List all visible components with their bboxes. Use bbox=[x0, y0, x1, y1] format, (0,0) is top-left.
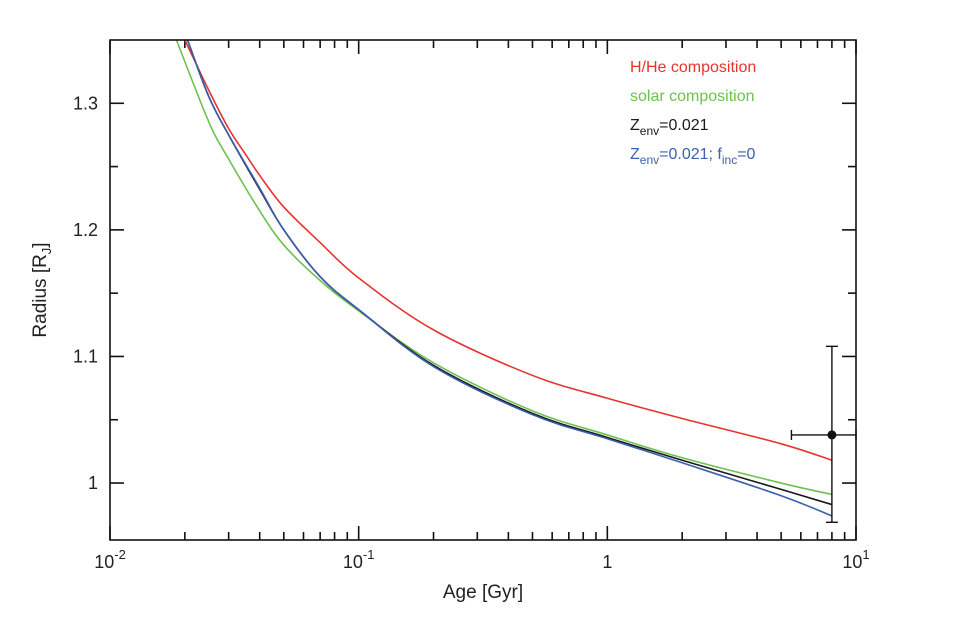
legend-text-part: =0.021; f bbox=[659, 146, 722, 163]
x-tick-label: 10-1 bbox=[343, 547, 375, 572]
y-axis-title-sub: J bbox=[39, 248, 54, 255]
y-axis-title: Radius [RJ] bbox=[30, 242, 54, 337]
y-tick-label: 1.2 bbox=[73, 220, 98, 240]
y-tick-label: 1.1 bbox=[73, 346, 98, 366]
y-tick-label: 1 bbox=[88, 473, 98, 493]
series-layer bbox=[175, 40, 833, 517]
series-line-3 bbox=[186, 40, 833, 517]
data-point-layer bbox=[790, 345, 857, 523]
plot-frame bbox=[109, 39, 857, 541]
x-tick-base: 10 bbox=[94, 552, 114, 572]
legend-text-part: Z bbox=[630, 117, 640, 134]
x-axis-title: Age [Gyr] bbox=[443, 582, 523, 603]
legend-subscript: inc bbox=[722, 153, 737, 167]
legend-entry-1: solar composition bbox=[630, 88, 755, 105]
x-tick-base: 1 bbox=[602, 552, 612, 572]
ticks-layer bbox=[109, 40, 857, 540]
x-tick-exponent: 1 bbox=[862, 547, 869, 562]
x-tick-exponent: -2 bbox=[114, 547, 126, 562]
series-line-2 bbox=[186, 40, 833, 506]
legend-subscript: env bbox=[640, 153, 659, 167]
series-line-0 bbox=[184, 40, 833, 462]
x-tick-base: 10 bbox=[343, 552, 363, 572]
y-axis-title-close: ] bbox=[30, 242, 51, 247]
data-point-marker bbox=[827, 430, 837, 440]
legend-text-part: =0.021 bbox=[659, 117, 708, 134]
legend-subscript: env bbox=[640, 124, 659, 138]
legend-text-part: =0 bbox=[737, 146, 755, 163]
y-axis-title-main: Radius [R bbox=[30, 254, 51, 337]
x-tick-base: 10 bbox=[842, 552, 862, 572]
x-tick-label: 1 bbox=[602, 552, 612, 572]
legend-text-part: Z bbox=[630, 146, 640, 163]
legend-entry-2: Zenv=0.021 bbox=[630, 117, 709, 138]
legend-entry-0: H/He composition bbox=[630, 59, 756, 76]
x-tick-exponent: -1 bbox=[363, 547, 375, 562]
x-tick-label: 10-2 bbox=[94, 547, 126, 572]
y-tick-label: 1.3 bbox=[73, 93, 98, 113]
x-tick-label: 101 bbox=[842, 547, 869, 572]
series-line-1 bbox=[175, 40, 833, 496]
legend-entry-3: Zenv=0.021; finc=0 bbox=[630, 146, 756, 167]
